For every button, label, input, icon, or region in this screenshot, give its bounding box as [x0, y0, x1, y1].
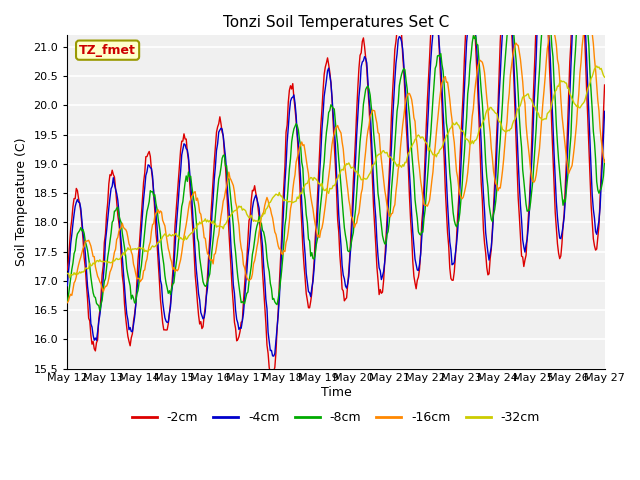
- X-axis label: Time: Time: [321, 386, 351, 399]
- Y-axis label: Soil Temperature (C): Soil Temperature (C): [15, 138, 28, 266]
- Text: TZ_fmet: TZ_fmet: [79, 44, 136, 57]
- Legend: -2cm, -4cm, -8cm, -16cm, -32cm: -2cm, -4cm, -8cm, -16cm, -32cm: [127, 406, 545, 429]
- Title: Tonzi Soil Temperatures Set C: Tonzi Soil Temperatures Set C: [223, 15, 449, 30]
